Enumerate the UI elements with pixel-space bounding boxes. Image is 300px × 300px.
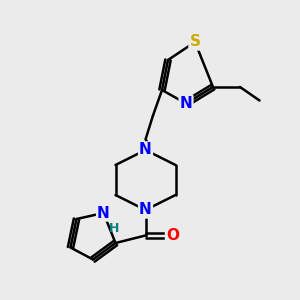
Text: S: S xyxy=(190,34,200,50)
Text: N: N xyxy=(139,202,152,217)
Text: N: N xyxy=(97,206,110,220)
Text: N: N xyxy=(180,96,192,111)
Text: O: O xyxy=(166,228,179,243)
Text: H: H xyxy=(109,221,119,235)
Text: N: N xyxy=(139,142,152,158)
